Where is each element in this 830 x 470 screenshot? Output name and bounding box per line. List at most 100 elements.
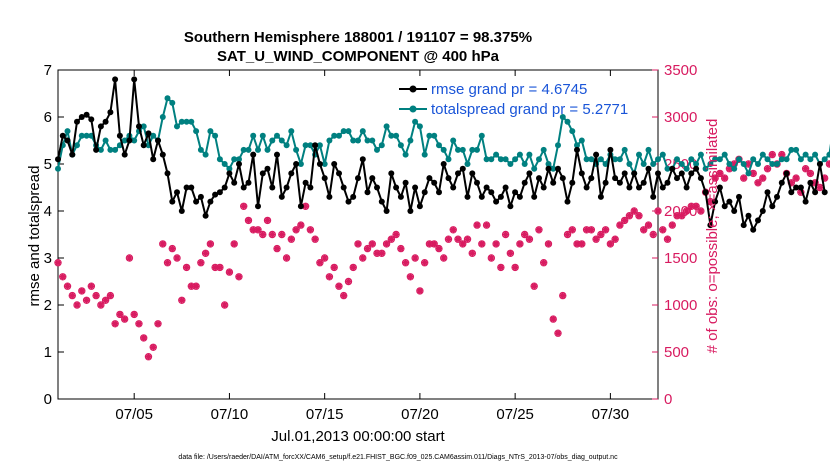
- totalspread-point: [507, 161, 514, 167]
- obs-assimilated-point: [354, 240, 362, 248]
- rmse-point: [540, 184, 547, 191]
- obs-possible-point: [620, 216, 629, 225]
- rmse-series: [55, 76, 828, 233]
- rmse-point: [440, 161, 447, 167]
- obs-assimilated-point: [64, 283, 71, 290]
- obs-assimilated-point: [688, 203, 695, 210]
- rmse-point: [521, 179, 528, 186]
- totalspread-point: [64, 128, 71, 135]
- obs-assimilated-point: [559, 292, 566, 299]
- rmse-point: [678, 170, 685, 177]
- rmse-point: [312, 142, 319, 149]
- obs-assimilated-point: [464, 236, 471, 243]
- totalspread-point: [569, 128, 576, 135]
- totalspread-point: [716, 156, 723, 163]
- obs-possible-point: [720, 174, 729, 182]
- rmse-point: [264, 165, 271, 172]
- totalspread-point: [326, 137, 333, 144]
- obs-assimilated-point: [388, 236, 395, 243]
- rmse-point: [793, 184, 800, 191]
- totalspread-point: [688, 156, 695, 163]
- obs-assimilated-point: [154, 320, 162, 327]
- totalspread-point: [255, 146, 261, 153]
- rmse-point: [516, 193, 523, 200]
- rmse-point: [355, 175, 361, 182]
- totalspread-point: [231, 156, 238, 163]
- y-tick-left-label: 2: [44, 297, 52, 314]
- obs-assimilated-point: [626, 212, 633, 219]
- legend: rmse grand pr = 4.6745 totalspread grand…: [399, 81, 628, 118]
- obs-assimilated-point: [707, 198, 714, 205]
- obs-assimilated-point: [650, 231, 657, 238]
- x-tick-label: 07/10: [211, 406, 249, 423]
- totalspread-point: [288, 128, 295, 135]
- totalspread-point: [764, 156, 771, 163]
- totalspread-point: [683, 165, 690, 172]
- obs-possible-point: [806, 169, 815, 178]
- obs-possible-point: [482, 221, 491, 229]
- y-tick-left-label: 4: [44, 203, 52, 220]
- totalspread-point: [769, 161, 776, 167]
- rmse-point: [174, 189, 180, 196]
- totalspread-point: [245, 146, 252, 153]
- obs-assimilated-point: [816, 184, 824, 191]
- totalspread-point: [616, 156, 623, 163]
- rmse-point: [507, 203, 514, 210]
- rmse-point: [207, 198, 214, 205]
- rmse-point: [488, 189, 495, 196]
- y-axis-left: 0 1 2 3 4 5 6 7: [44, 62, 64, 408]
- obs-possible-point: [278, 230, 286, 239]
- rmse-point: [136, 123, 142, 130]
- obs-assimilated-point: [330, 264, 338, 271]
- rmse-point: [426, 175, 433, 182]
- rmse-point: [383, 208, 390, 214]
- rmse-point: [259, 170, 266, 177]
- obs-possible-point: [654, 207, 662, 215]
- rmse-point: [307, 184, 314, 191]
- obs-possible-point: [206, 240, 215, 248]
- rmse-point: [112, 76, 119, 83]
- obs-possible-point: [297, 221, 305, 229]
- rmse-point: [55, 156, 61, 163]
- rmse-point: [350, 193, 357, 200]
- obs-assimilated-point: [473, 221, 481, 229]
- totalspread-point: [83, 132, 90, 139]
- obs-assimilated-point: [78, 287, 86, 295]
- rmse-point: [397, 193, 404, 200]
- rmse-point: [178, 208, 185, 214]
- obs-series: [54, 150, 830, 361]
- obs-assimilated-point: [730, 160, 738, 168]
- obs-assimilated-point: [159, 240, 166, 248]
- obs-assimilated-point: [164, 259, 171, 266]
- y-tick-left-label: 5: [44, 156, 52, 173]
- obs-possible-point: [544, 240, 553, 248]
- obs-possible-point: [320, 254, 329, 262]
- obs-assimilated-point: [530, 283, 538, 290]
- obs-possible-point: [606, 240, 615, 248]
- totalspread-point: [536, 156, 542, 163]
- obs-assimilated-point: [488, 254, 495, 262]
- obs-possible-point: [754, 179, 762, 187]
- rmse-point: [283, 184, 290, 191]
- y-tick-right-label: 3000: [664, 109, 697, 126]
- rmse-point: [626, 184, 633, 191]
- rmse-point: [336, 170, 342, 177]
- y-tick-right-label: 2000: [664, 203, 697, 220]
- obs-assimilated-point: [207, 240, 214, 248]
- totalspread-point: [421, 151, 428, 158]
- totalspread-point: [621, 146, 628, 153]
- totalspread-point: [778, 156, 785, 163]
- totalspread-point: [283, 142, 290, 149]
- obs-possible-point: [630, 207, 638, 215]
- obs-possible-point: [659, 226, 667, 234]
- totalspread-point: [55, 165, 61, 172]
- rmse-point: [269, 184, 276, 191]
- obs-possible-point: [449, 226, 457, 234]
- obs-possible-point: [640, 226, 648, 234]
- obs-possible-point: [82, 296, 91, 304]
- obs-possible-point: [649, 230, 657, 239]
- rmse-point: [683, 184, 690, 191]
- obs-assimilated-point: [578, 240, 586, 248]
- obs-assimilated-point: [621, 217, 628, 224]
- obs-assimilated-point: [821, 174, 828, 182]
